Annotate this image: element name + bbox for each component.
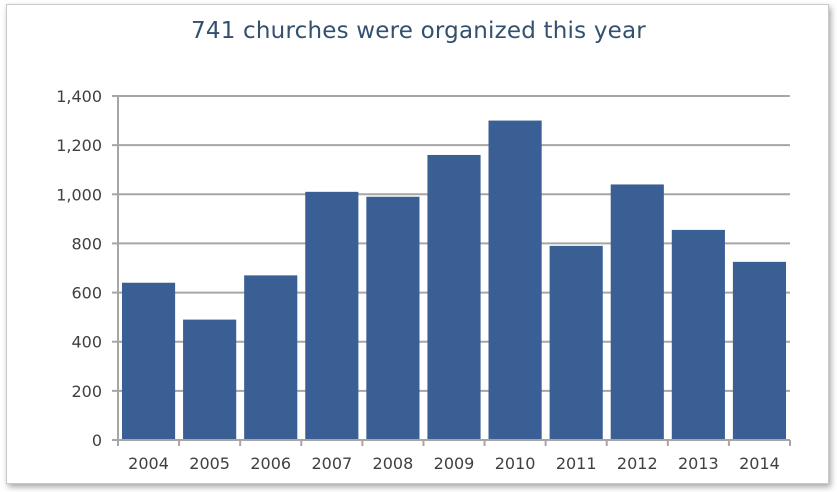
x-tick-label: 2013 <box>678 454 719 473</box>
bars <box>121 120 787 441</box>
bar-2005 <box>183 319 237 440</box>
y-tick-label: 1,000 <box>56 185 102 204</box>
y-tick-label: 400 <box>71 333 102 352</box>
y-tick-label: 1,200 <box>56 136 102 155</box>
y-tick-label: 1,400 <box>56 87 102 106</box>
bar-2008 <box>366 196 420 440</box>
y-tick-labels: 0 200 400 600 800 1,000 1,200 1,400 <box>56 87 102 450</box>
x-tick-label: 2006 <box>250 454 291 473</box>
bar-2010 <box>488 120 542 441</box>
x-tick-label: 2011 <box>556 454 597 473</box>
y-tick-label: 600 <box>71 284 102 303</box>
x-tick-label: 2007 <box>311 454 352 473</box>
x-tick-label: 2009 <box>434 454 475 473</box>
y-tick-label: 800 <box>71 234 102 253</box>
axes <box>112 95 791 446</box>
x-tick-label: 2005 <box>189 454 230 473</box>
chart-title: 741 churches were organized this year <box>191 18 646 44</box>
bar-2013 <box>671 229 725 440</box>
bar-2014 <box>732 261 787 440</box>
x-tick-label: 2008 <box>373 454 414 473</box>
y-tick-label: 0 <box>92 431 102 450</box>
bar-2006 <box>244 275 298 440</box>
x-tick-labels: 2004 2005 2006 2007 2008 2009 2010 2011 2012 2013… <box>128 454 780 473</box>
x-tick-label: 2014 <box>739 454 780 473</box>
bar-2007 <box>305 191 359 440</box>
bar-2009 <box>427 154 481 440</box>
bar-2004 <box>121 282 176 440</box>
x-tick-label: 2004 <box>128 454 169 473</box>
y-tick-label: 200 <box>71 382 102 401</box>
bar-2011 <box>549 245 603 440</box>
x-tick-label: 2012 <box>617 454 658 473</box>
bar-2012 <box>610 184 664 440</box>
x-tick-label: 2010 <box>495 454 536 473</box>
